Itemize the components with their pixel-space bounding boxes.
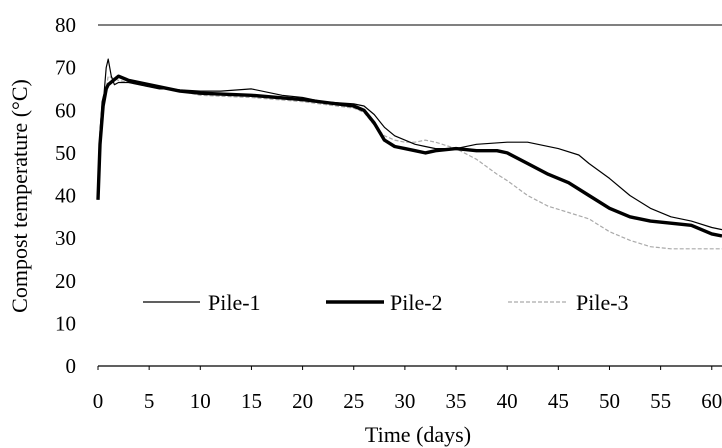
x-tick-label: 10 bbox=[190, 389, 211, 413]
y-axis-title: Compost temperature (°C) bbox=[7, 79, 32, 313]
x-tick-label: 20 bbox=[292, 389, 313, 413]
legend-label-pile-1: Pile-1 bbox=[208, 290, 261, 315]
legend: Pile-1 Pile-2 Pile-3 bbox=[143, 290, 629, 315]
x-tick-label: 60 bbox=[701, 389, 722, 413]
x-tick-label: 35 bbox=[446, 389, 467, 413]
y-tick-label: 30 bbox=[55, 226, 76, 250]
legend-label-pile-2: Pile-2 bbox=[390, 290, 443, 315]
x-axis-title: Time (days) bbox=[365, 422, 471, 447]
y-tick-label: 10 bbox=[55, 311, 76, 335]
x-tick-label: 55 bbox=[650, 389, 671, 413]
plot-area bbox=[98, 24, 722, 367]
series-line-pile-1 bbox=[97, 58, 722, 231]
x-tick-label: 30 bbox=[394, 389, 415, 413]
x-tick-label: 0 bbox=[93, 389, 104, 413]
y-tick-labels: 0 10 20 30 40 50 60 70 80 bbox=[55, 13, 76, 378]
x-tick-label: 40 bbox=[497, 389, 518, 413]
series-lines bbox=[96, 58, 722, 250]
y-tick-label: 40 bbox=[55, 184, 76, 208]
y-tick-label: 70 bbox=[55, 56, 76, 80]
y-tick-label: 60 bbox=[55, 98, 76, 122]
x-tick-label: 5 bbox=[144, 389, 155, 413]
x-tick-label: 50 bbox=[599, 389, 620, 413]
y-tick-label: 80 bbox=[55, 13, 76, 37]
y-tick-label: 50 bbox=[55, 141, 76, 165]
series-line-pile-2 bbox=[96, 74, 722, 238]
x-tick-label: 25 bbox=[343, 389, 364, 413]
y-tick-label: 0 bbox=[66, 354, 77, 378]
y-tick-label: 20 bbox=[55, 269, 76, 293]
x-tick-label: 15 bbox=[241, 389, 262, 413]
series-line-pile-3 bbox=[97, 75, 722, 250]
x-tick-labels: 0 5 10 15 20 25 30 35 40 45 50 55 60 bbox=[93, 366, 722, 413]
x-tick-label: 45 bbox=[548, 389, 569, 413]
legend-label-pile-3: Pile-3 bbox=[576, 290, 629, 315]
